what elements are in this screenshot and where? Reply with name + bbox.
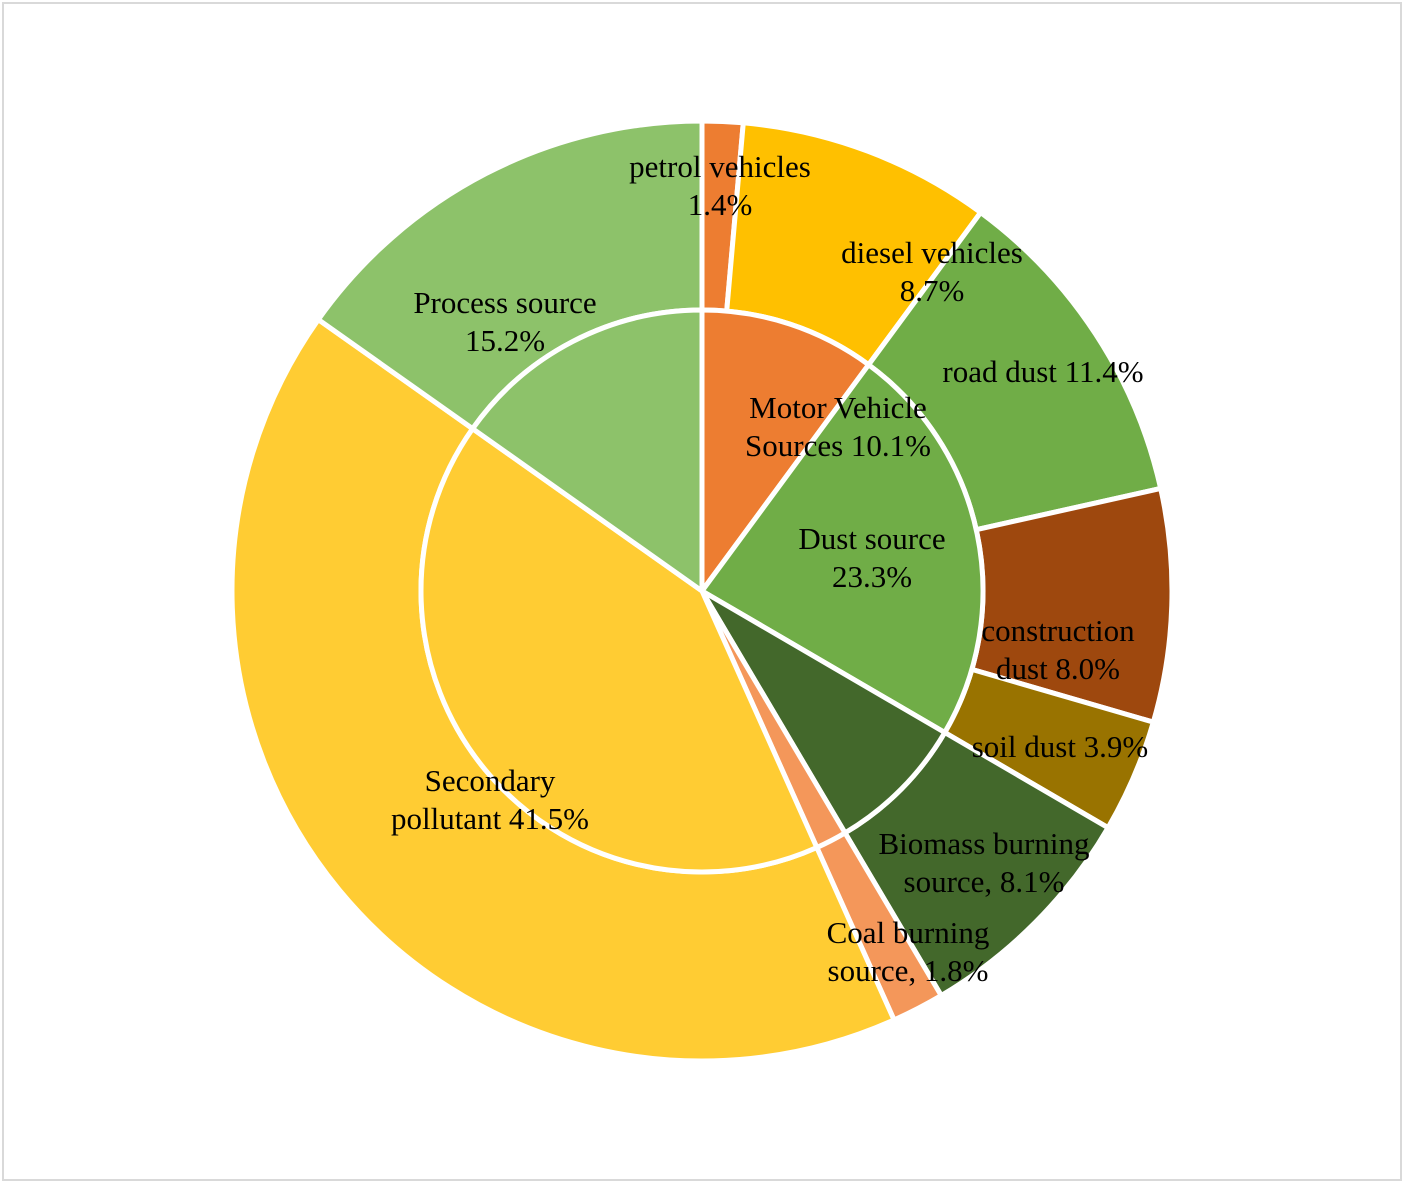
outer-label-line: Process source [413,285,596,320]
outer-label-line: 15.2% [465,323,545,358]
inner-label-line: Dust source [798,521,945,556]
outer-label-soil-dust: soil dust 3.9% [972,729,1149,764]
outer-label-line: petrol vehicles [629,149,811,184]
outer-label-petrol-vehicles: petrol vehicles 1.4% [629,149,811,222]
outer-label-biomass-burning-source: Biomass burning source, 8.1% [879,826,1090,899]
inner-label-line: pollutant 41.5% [391,801,589,836]
inner-slice-secondary-pollutant [418,426,820,875]
outer-label-diesel-vehicles: diesel vehicles 8.7% [841,235,1023,308]
outer-label-line: Biomass burning [879,826,1090,861]
inner-slice-biomass-burning-source [699,588,948,836]
outer-label-construction-dust: construction dust 8.0% [981,613,1135,686]
outer-label-road-dust: road dust 11.4% [942,354,1143,389]
inner-slice-process-source [470,307,705,594]
inner-label-motor-vehicle-sources: Motor Vehicle Sources 10.1% [745,390,931,463]
outer-label-line: source, 8.1% [904,864,1065,899]
outer-ring [229,118,1175,1064]
outer-label-coal-burning-source: Coal burning source, 1.8% [827,915,990,988]
outer-label-line: 1.4% [688,187,753,222]
outer-label-line: construction [981,613,1135,648]
outer-label-line: road dust 11.4% [942,354,1143,389]
inner-label-line: Secondary [425,763,556,798]
outer-label-line: soil dust 3.9% [972,729,1149,764]
inner-label-dust-source: Dust source 23.3% [798,521,945,594]
outer-label-line: dust 8.0% [996,651,1120,686]
outer-label-line: 8.7% [900,273,965,308]
slice-labels: Motor Vehicle Sources 10.1% Dust source 23.… [391,149,1148,988]
inner-slice-motor-vehicle-sources [699,307,872,594]
inner-slice-dust-source [699,362,986,736]
inner-label-secondary-pollutant: Secondary pollutant 41.5% [391,763,589,836]
outer-label-line: Coal burning [827,915,990,950]
inner-label-line: Sources 10.1% [745,428,931,463]
outer-label-process-source: Process source 15.2% [413,285,596,358]
inner-label-line: 23.3% [832,559,912,594]
inner-label-line: Motor Vehicle [749,390,927,425]
outer-label-line: diesel vehicles [841,235,1023,270]
outer-label-line: source, 1.8% [828,953,989,988]
inner-pie [418,307,986,875]
